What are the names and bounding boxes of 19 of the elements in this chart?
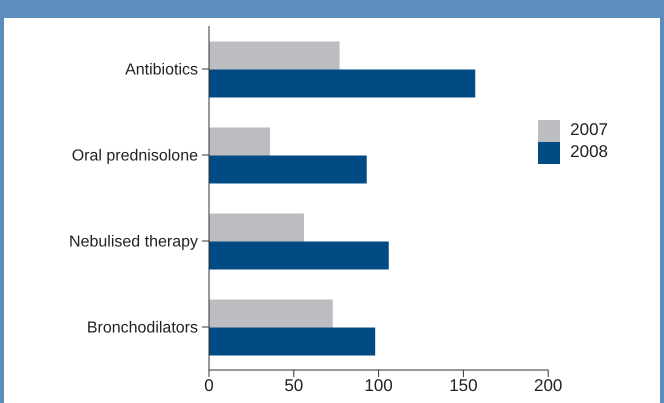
- x-tick-label: 150: [449, 376, 478, 396]
- x-tick-label: 200: [534, 376, 562, 396]
- bar: [209, 299, 333, 328]
- legend-label: 2007: [570, 120, 608, 140]
- bar: [209, 241, 389, 270]
- legend-label: 2008: [570, 142, 608, 162]
- bar: [209, 155, 367, 184]
- bar: [209, 69, 476, 98]
- bar: [209, 213, 304, 242]
- y-tick-label: Bronchodilators: [86, 320, 198, 337]
- y-tick-label: Antibiotics: [125, 62, 198, 79]
- x-tick-label: 50: [284, 376, 304, 396]
- bar: [209, 127, 270, 156]
- y-tick-label: Oral prednisolone: [72, 148, 198, 165]
- y-tick-label: Nebulised therapy: [69, 234, 198, 251]
- x-tick-label: 0: [204, 376, 214, 396]
- bar: [209, 327, 376, 356]
- x-tick-label: 100: [364, 376, 393, 396]
- bar: [209, 41, 340, 70]
